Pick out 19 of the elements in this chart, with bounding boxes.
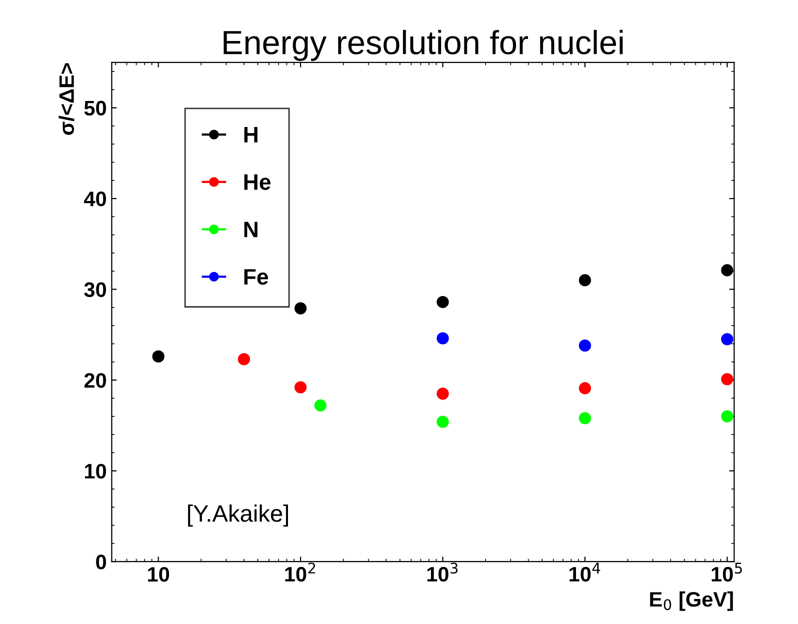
y-tick-label: 10	[85, 464, 106, 479]
x-tick-label: 10$^{3}$	[427, 562, 458, 582]
x-tick-label: 10$^{2}$	[285, 562, 316, 582]
legend-label: H	[244, 127, 258, 142]
annotation: [Y.Akaike]	[188, 504, 288, 527]
legend-label: N	[244, 222, 258, 238]
y-tick-label: 50	[84, 100, 106, 116]
x-tick-label: 10$^{5}$	[712, 562, 742, 582]
legend-label: Fe	[244, 269, 268, 285]
y-axis-title: σ/<ΔE>	[58, 63, 74, 135]
y-tick-label: 30	[84, 282, 106, 298]
x-tick-label: 10	[148, 567, 170, 582]
y-tick-label: 20	[84, 373, 106, 388]
chart-title: Energy resolution for nuclei	[224, 30, 623, 61]
x-tick-label: 10$^{4}$	[570, 562, 600, 582]
y-tick-label: 40	[84, 192, 106, 206]
legend-label: He	[244, 174, 270, 190]
x-axis-title: E$_{0}$ [GeV]	[650, 591, 733, 611]
y-tick-label: 0	[96, 554, 106, 570]
